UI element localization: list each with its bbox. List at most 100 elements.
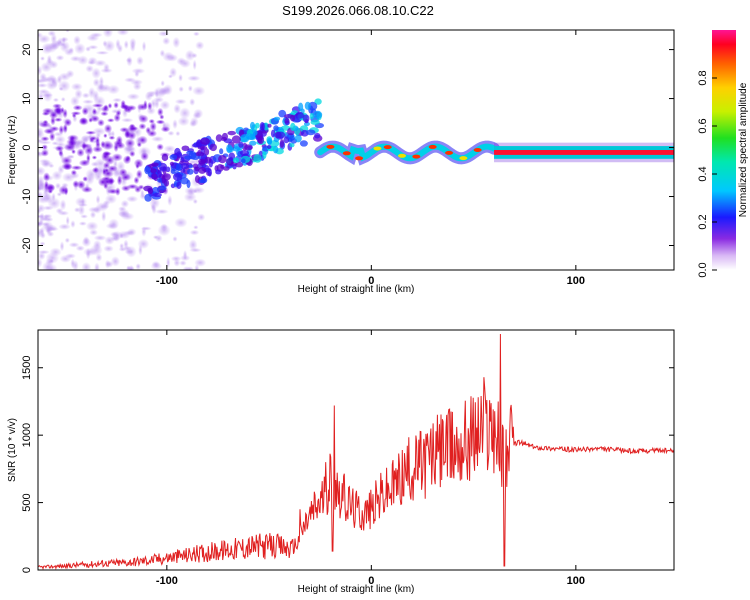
spectrogram-band-blob — [169, 154, 178, 160]
colorbar-tick-label: 0.4 — [697, 166, 709, 181]
spectrogram-band-blob — [262, 151, 267, 159]
spectrogram-noise-blob — [48, 111, 59, 119]
snr-y-tick-label: 500 — [21, 493, 33, 511]
spectrogram-noise-blob — [116, 30, 130, 36]
snr-series-line — [38, 333, 674, 570]
spectrogram-noise-blob — [73, 35, 81, 45]
spectrogram-noise-blob — [38, 166, 46, 176]
spectrogram-noise-blob — [156, 143, 164, 151]
spectrogram-band-blob — [186, 179, 191, 189]
spectrogram-noise-blob — [120, 99, 126, 108]
spectrogram-band-blob — [151, 162, 159, 167]
spectrogram-noise-blob — [89, 137, 95, 143]
spectrogram-noise-blob — [194, 258, 207, 267]
spectrogram-noise-blob — [136, 56, 144, 66]
snr-panel: -100 0 100 0 500 1000 1500 Height of straight… — [7, 329, 675, 595]
spectrogram-frame — [37, 29, 675, 271]
spectrogram-noise-blob — [39, 72, 47, 82]
spectrogram-band-blob — [284, 117, 290, 124]
spectrogram-band-blob — [148, 187, 154, 194]
spectrogram-noise-blob — [127, 124, 138, 134]
spectrogram-noise-blob — [65, 30, 70, 33]
spectrogram-noise-blob — [172, 36, 181, 49]
spectrogram-noise-blob — [58, 86, 64, 91]
spectrogram-band-blob — [249, 121, 255, 130]
spectrogram-noise-blob — [44, 224, 58, 232]
spectrogram-noise-blob — [65, 215, 70, 226]
spectrogram-noise-blob — [81, 261, 92, 270]
spectrogram-noise-blob — [125, 245, 137, 258]
spectrogram-band-blob — [161, 175, 166, 184]
spectrogram-noise-blob — [175, 130, 181, 137]
spectrogram-noise-blob — [49, 132, 56, 142]
spectrogram-noise-blob — [138, 184, 145, 190]
spectrogram-noise-blob — [160, 80, 165, 87]
spectrogram-band-blob — [188, 150, 197, 160]
snr-x-tick-label: 0 — [368, 575, 374, 587]
spectrogram-band-blob — [181, 145, 190, 152]
spectrogram-band-blob — [175, 163, 182, 172]
spectrogram-noise-blob — [167, 194, 173, 207]
spectrogram-noise-blob — [81, 107, 89, 116]
spectrogram-noise-blob — [124, 138, 136, 149]
spectrogram-band-blob — [232, 163, 237, 170]
spectrogram-noise-blob — [103, 40, 116, 52]
spectrogram-band-blob — [314, 98, 322, 105]
spectrogram-noise-blob — [119, 168, 128, 177]
spectrogram-x-ticks: -100 0 100 — [156, 30, 585, 287]
spectrogram-noise-blob — [59, 199, 67, 211]
spectrogram-noise-blob — [113, 101, 119, 109]
spectrogram-noise-blob — [94, 262, 100, 270]
spectrogram-band-blob — [188, 164, 194, 169]
spectrogram-band-blob — [314, 132, 321, 139]
spectrogram-noise-blob — [124, 77, 136, 83]
spectrogram-noise-blob — [77, 204, 86, 216]
spectrogram-band-blob — [180, 168, 186, 173]
spectrogram-noise-blob — [126, 183, 139, 190]
spectrogram-noise-blob — [162, 37, 171, 46]
spectrogram-noise-blob — [192, 59, 197, 71]
colorbar-ticks: 0.0 0.2 0.4 0.6 0.8 — [697, 70, 717, 278]
spectrogram-noise-blob — [52, 97, 59, 103]
spectrogram-noise-blob — [167, 130, 175, 136]
spectrogram-noise-blob — [119, 126, 130, 133]
spectrogram-mid-peak — [383, 145, 392, 150]
spectrogram-noise-blob — [110, 256, 121, 267]
spectrogram-noise-blob — [64, 237, 70, 244]
snr-plot-area — [38, 333, 674, 570]
spectrogram-noise-blob — [150, 203, 156, 211]
spectrogram-band-blob — [180, 177, 189, 185]
spectrogram-x-tick-label: 100 — [567, 275, 585, 287]
spectrogram-noise-blob — [180, 254, 191, 262]
spectrogram-band-blob — [289, 142, 295, 148]
spectrogram-noise-blob — [103, 124, 113, 134]
colorbar-tick-label: 0.2 — [697, 214, 709, 229]
figure-title: S199.2026.066.08.10.C22 — [282, 3, 434, 18]
spectrogram-noise-blob — [63, 163, 73, 171]
spectrogram-noise-blob — [38, 204, 46, 213]
spectrogram-noise-blob — [126, 195, 139, 203]
spectrogram-band-blob — [204, 156, 212, 164]
spectrogram-noise-blob — [184, 49, 195, 62]
spectrogram-noise-blob — [41, 144, 48, 150]
spectrogram-noise-blob — [155, 208, 169, 215]
spectrogram-x-tick-label: 0 — [368, 275, 374, 287]
spectrogram-noise-blob — [112, 97, 123, 103]
snr-frame — [37, 329, 675, 571]
spectrogram-noise-blob — [115, 38, 121, 50]
spectrogram-noise-blob — [140, 226, 152, 231]
spectrogram-y-axis-label: Frequency (Hz) — [7, 116, 18, 185]
spectrogram-noise-blob — [45, 258, 55, 266]
spectrogram-band-blob — [170, 168, 176, 174]
spectrogram-noise-blob — [95, 50, 110, 55]
spectrogram-noise-blob — [125, 155, 131, 162]
spectrogram-noise-blob — [40, 56, 45, 61]
spectrogram-noise-blob — [192, 198, 198, 205]
spectrogram-noise-blob — [176, 57, 186, 66]
spectrogram-band-blob — [209, 143, 217, 152]
spectrogram-band-blob — [219, 148, 224, 155]
spectrogram-band-blob — [290, 122, 296, 131]
spectrogram-noise-blob — [187, 75, 201, 82]
spectrogram-noise-blob — [188, 239, 198, 251]
spectrogram-noise-blob — [38, 34, 51, 44]
